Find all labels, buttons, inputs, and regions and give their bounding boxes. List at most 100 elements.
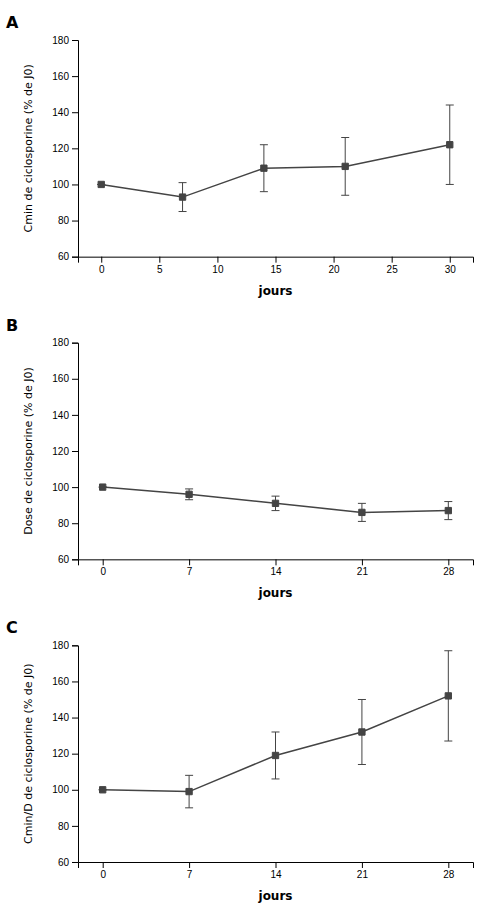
tick-mark — [72, 645, 78, 646]
figure: 0510152025306080100120140160180joursCmin… — [0, 0, 493, 918]
error-bar — [446, 105, 454, 184]
line — [103, 487, 449, 512]
tick-mark — [189, 559, 190, 565]
point — [261, 165, 267, 171]
error-bar-cap — [444, 519, 452, 520]
tick: 0 — [100, 862, 106, 880]
tick-mark — [72, 221, 78, 222]
tick-mark — [72, 754, 78, 755]
error-bar — [444, 502, 452, 520]
tick: 180 — [52, 337, 78, 348]
tick-mark — [72, 718, 78, 719]
tick: 0 — [99, 257, 105, 275]
panel-label: A — [6, 13, 19, 32]
point — [100, 787, 106, 793]
tick-mark — [217, 257, 218, 263]
tick-label: 60 — [58, 251, 70, 262]
point — [445, 507, 451, 513]
tick-label: 14 — [270, 566, 282, 577]
error-bar-cap — [185, 499, 193, 500]
tick: 14 — [270, 862, 282, 880]
error-bar-cap — [446, 184, 454, 185]
panel-label: C — [6, 618, 18, 637]
tick-label: 30 — [445, 264, 457, 275]
error-bar — [358, 503, 366, 521]
x-axis-title: jours — [258, 889, 293, 903]
tick: 80 — [58, 518, 78, 529]
error-bar — [358, 700, 366, 765]
point — [272, 500, 278, 506]
tick-mark — [448, 559, 449, 565]
error-bar-cap — [341, 195, 349, 196]
error-bar — [272, 496, 280, 510]
tick: 28 — [443, 862, 455, 880]
panel: 071421286080100120140160180joursDose de … — [22, 337, 474, 600]
tick-label: 100 — [52, 784, 69, 795]
tick: 120 — [52, 748, 78, 759]
marks — [99, 484, 453, 521]
tick-label: 160 — [52, 71, 69, 82]
tick: 60 — [58, 857, 78, 868]
x-axis: 07142128 — [79, 862, 474, 880]
tick: 20 — [329, 257, 341, 275]
error-bar-cap — [179, 211, 187, 212]
error-bar-cap — [272, 778, 280, 779]
point — [272, 752, 278, 758]
tick-mark — [72, 76, 78, 77]
tick: 60 — [58, 554, 78, 565]
error-bar-cap — [185, 488, 193, 489]
tick-mark — [103, 559, 104, 565]
tick-label: 120 — [52, 143, 69, 154]
panel: 071421286080100120140160180joursCmin/D d… — [22, 640, 474, 903]
tick-label: 5 — [157, 264, 163, 275]
tick-label: 180 — [52, 640, 69, 651]
tick-label: 180 — [52, 337, 69, 348]
tick: 25 — [387, 257, 399, 275]
line — [101, 145, 450, 197]
tick-label: 80 — [58, 821, 70, 832]
error-bar-cap — [260, 144, 268, 145]
tick-label: 14 — [270, 869, 282, 880]
tick-label: 0 — [100, 869, 106, 880]
tick-label: 160 — [52, 373, 69, 384]
error-bar — [272, 732, 280, 779]
tick: 140 — [52, 107, 78, 118]
tick-label: 60 — [58, 857, 70, 868]
axis-line — [72, 41, 79, 258]
tick-mark — [72, 559, 78, 560]
tick-mark — [450, 257, 451, 263]
tick: 30 — [445, 257, 457, 275]
tick-label: 100 — [52, 179, 69, 190]
tick: 80 — [58, 821, 78, 832]
tick-mark — [72, 343, 78, 344]
tick-label: 180 — [52, 35, 69, 46]
tick-mark — [72, 862, 78, 863]
tick-label: 7 — [187, 566, 193, 577]
tick: 160 — [52, 373, 78, 384]
tick: 14 — [270, 559, 282, 577]
point — [98, 181, 104, 187]
tick-mark — [362, 862, 363, 868]
y-axis-title: Dose de ciclosporine (% de J0) — [22, 367, 35, 535]
tick-label: 28 — [443, 869, 455, 880]
tick-label: 0 — [100, 566, 106, 577]
tick-mark — [276, 559, 277, 565]
tick-mark — [159, 257, 160, 263]
error-bar-cap — [185, 775, 193, 776]
panel-label: B — [6, 316, 18, 335]
tick-label: 140 — [52, 712, 69, 723]
tick-mark — [101, 257, 102, 263]
tick: 120 — [52, 446, 78, 457]
marks — [97, 105, 454, 212]
tick: 160 — [52, 676, 78, 687]
tick-label: 15 — [270, 264, 282, 275]
tick-mark — [448, 862, 449, 868]
tick-mark — [334, 257, 335, 263]
axis-line — [79, 560, 474, 566]
error-bar — [185, 489, 193, 500]
tick-mark — [276, 257, 277, 263]
tick-label: 160 — [52, 676, 69, 687]
tick-label: 20 — [329, 264, 341, 275]
tick-label: 25 — [387, 264, 399, 275]
error-bar — [341, 138, 349, 196]
